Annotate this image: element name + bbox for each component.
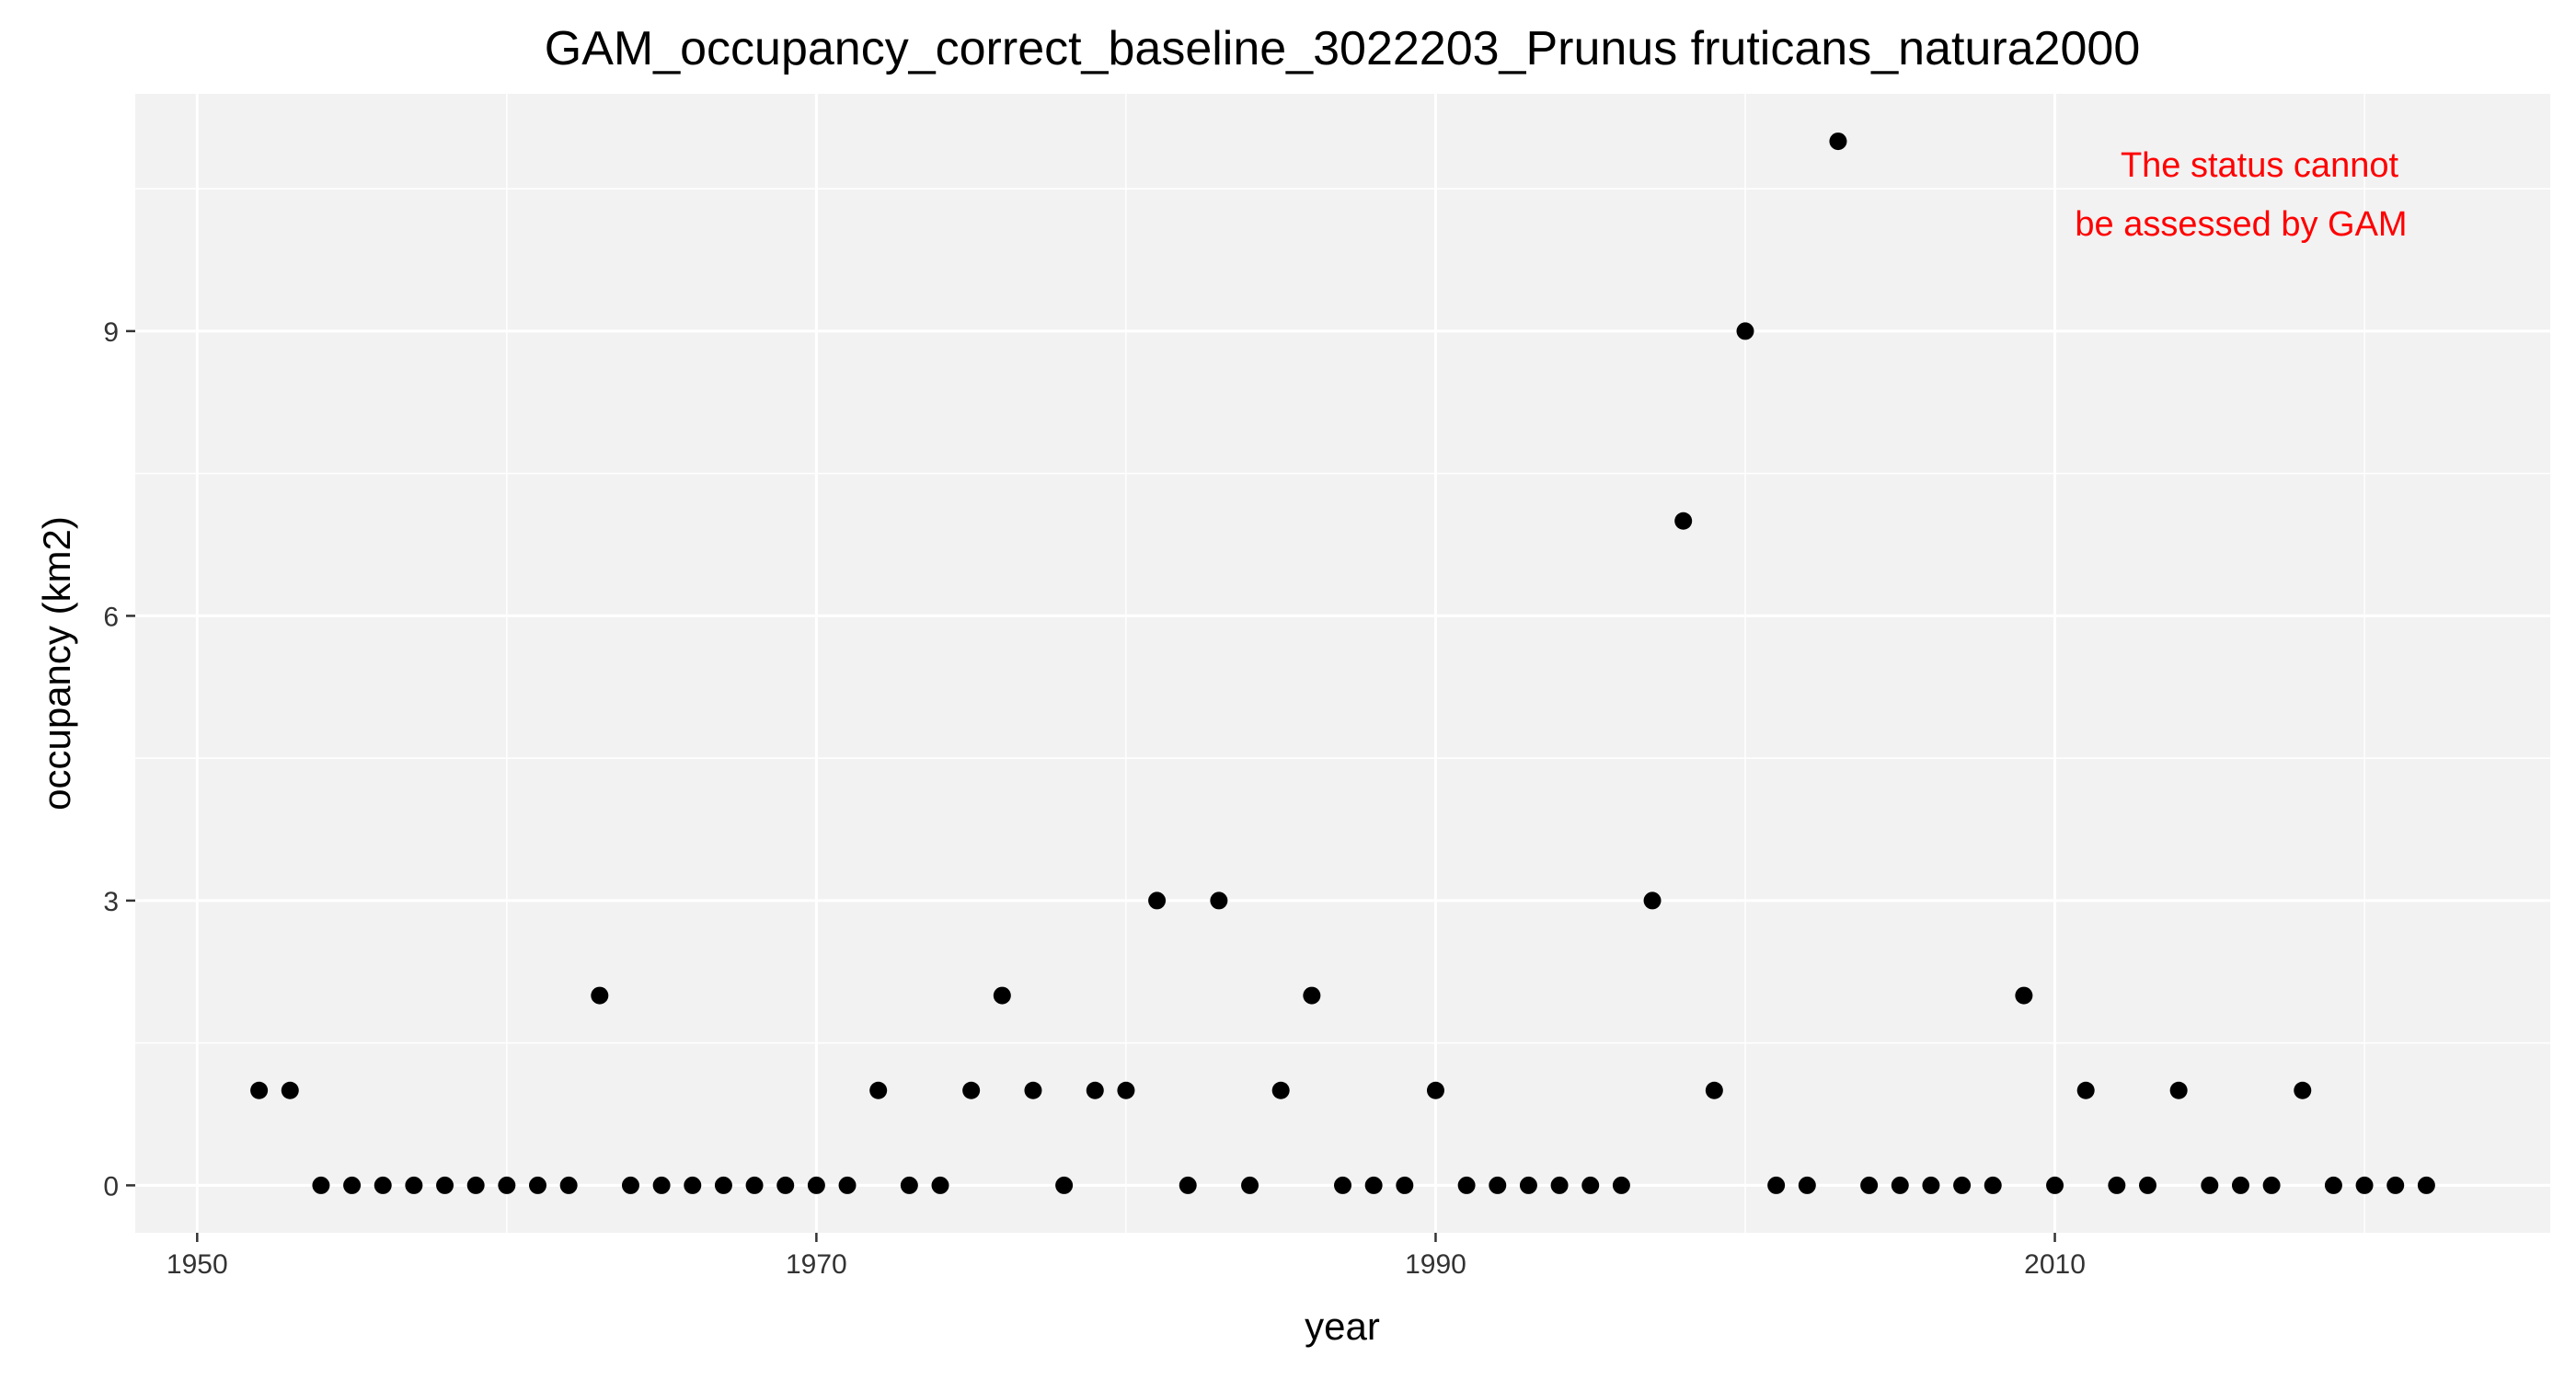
data-point [745, 1176, 764, 1194]
data-point [559, 1176, 578, 1194]
data-point [529, 1176, 546, 1194]
data-point [1736, 322, 1754, 340]
data-point [807, 1176, 825, 1194]
y-tick-label: 3 [103, 887, 119, 917]
data-point [436, 1176, 454, 1194]
y-axis-title: occupancy (km2) [35, 516, 78, 811]
data-point [1364, 1176, 1383, 1194]
data-point [2294, 1081, 2312, 1099]
annotation-line-1: The status cannot [2121, 146, 2399, 185]
data-point [1334, 1176, 1351, 1194]
data-point [1271, 1081, 1290, 1099]
data-point [2355, 1176, 2374, 1194]
data-point [900, 1176, 918, 1194]
data-point [2262, 1176, 2281, 1194]
data-point [1798, 1176, 1816, 1194]
data-point [2201, 1176, 2219, 1194]
x-tick-label: 2010 [2024, 1249, 2086, 1280]
data-point [1860, 1176, 1879, 1194]
data-point [1457, 1176, 1476, 1194]
data-point [776, 1176, 795, 1194]
data-point [281, 1081, 299, 1099]
data-point [621, 1176, 639, 1194]
axis-ticks [126, 329, 2056, 1242]
data-point [1922, 1176, 1940, 1194]
y-tick-label: 0 [103, 1171, 119, 1202]
data-point [1705, 1081, 1723, 1099]
data-point [2108, 1176, 2126, 1194]
tick-labels: 1950 1970 1990 2010 0 3 6 9 [103, 317, 2086, 1280]
data-point [2076, 1081, 2095, 1099]
data-point [1581, 1176, 1600, 1194]
data-point [466, 1176, 485, 1194]
data-point [1148, 891, 1167, 910]
data-point [250, 1081, 269, 1099]
minor-gridlines [135, 94, 2550, 1233]
x-tick-label: 1950 [167, 1249, 228, 1280]
data-point [931, 1176, 949, 1194]
data-point [2231, 1176, 2249, 1194]
data-point [1117, 1081, 1135, 1099]
data-point [1086, 1081, 1104, 1099]
data-point [1489, 1176, 1507, 1194]
data-point [1241, 1176, 1259, 1194]
data-point [1550, 1176, 1569, 1194]
data-point [993, 986, 1011, 1005]
data-point [869, 1081, 888, 1099]
data-point [1024, 1081, 1042, 1099]
data-point [1891, 1176, 1909, 1194]
plot-panel [135, 94, 2550, 1233]
data-point [2015, 986, 2033, 1005]
data-point [714, 1176, 732, 1194]
data-point [591, 986, 609, 1005]
data-point [1055, 1176, 1074, 1194]
data-point [405, 1176, 423, 1194]
data-point [312, 1176, 330, 1194]
data-point [498, 1176, 516, 1194]
x-axis-title: year [1305, 1305, 1380, 1348]
data-point [2169, 1081, 2188, 1099]
data-point [2417, 1176, 2435, 1194]
data-point [684, 1176, 702, 1194]
chart-title: GAM_occupancy_correct_baseline_3022203_P… [545, 22, 2140, 75]
data-point [1179, 1176, 1197, 1194]
data-point [1612, 1176, 1630, 1194]
data-point [1984, 1176, 2002, 1194]
y-tick-label: 6 [103, 602, 119, 632]
data-point [1210, 891, 1228, 910]
data-point [962, 1081, 981, 1099]
data-point [1953, 1176, 1972, 1194]
data-point [1674, 512, 1693, 530]
data-point [1643, 891, 1662, 910]
data-point [1396, 1176, 1414, 1194]
data-point [1829, 132, 1847, 151]
data-point [838, 1176, 857, 1194]
data-point [2324, 1176, 2342, 1194]
data-point [1519, 1176, 1537, 1194]
data-point [1303, 986, 1321, 1005]
x-tick-label: 1990 [1405, 1249, 1466, 1280]
x-tick-label: 1970 [786, 1249, 847, 1280]
data-points [250, 132, 2435, 1194]
data-point [374, 1176, 392, 1194]
data-point [343, 1176, 362, 1194]
y-tick-label: 9 [103, 317, 119, 348]
data-point [1767, 1176, 1786, 1194]
data-point [2386, 1176, 2405, 1194]
data-point [1426, 1081, 1444, 1099]
annotation-line-2: be assessed by GAM [2075, 205, 2407, 244]
data-point [2046, 1176, 2064, 1194]
data-point [2139, 1176, 2156, 1194]
data-point [652, 1176, 671, 1194]
